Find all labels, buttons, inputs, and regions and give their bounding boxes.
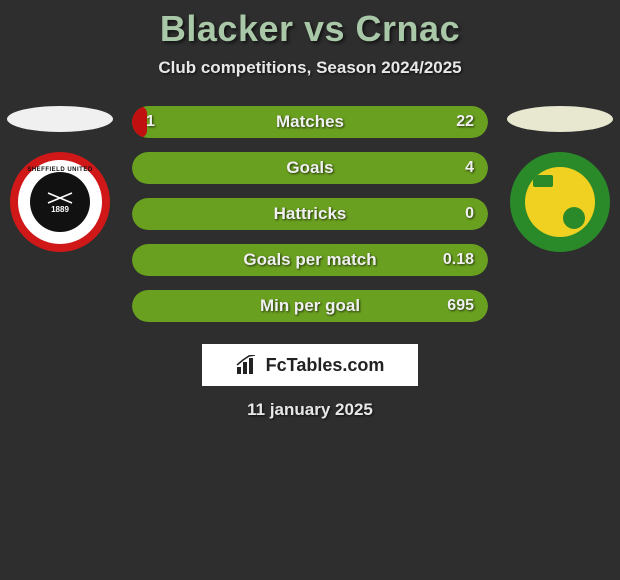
bar-fill-left — [132, 106, 147, 138]
stat-bar: Min per goal 695 — [132, 290, 488, 322]
bar-value-left: 1 — [146, 113, 155, 131]
stat-bar: Hattricks 0 — [132, 198, 488, 230]
bar-value-right: 22 — [456, 113, 474, 131]
left-team-oval — [7, 106, 113, 132]
bar-label: Goals — [286, 158, 333, 178]
right-team-oval — [507, 106, 613, 132]
bars-icon — [236, 355, 260, 375]
bar-label: Hattricks — [274, 204, 347, 224]
right-team-crest — [510, 152, 610, 252]
right-team-column — [506, 106, 614, 252]
crest-year: 1889 — [51, 205, 69, 214]
bar-value-right: 4 — [465, 159, 474, 177]
bar-label: Min per goal — [260, 296, 360, 316]
bar-value-right: 695 — [447, 297, 474, 315]
main-row: SHEFFIELD UNITED 1889 1 Matches 22 Goals 4 Ha… — [0, 106, 620, 322]
page-subtitle: Club competitions, Season 2024/2025 — [0, 58, 620, 78]
brand-bold: Tables — [287, 355, 343, 375]
left-team-crest: SHEFFIELD UNITED 1889 — [10, 152, 110, 252]
bar-value-right: 0.18 — [443, 251, 474, 269]
crest-inner — [525, 167, 595, 237]
brand-box: FcTables.com — [202, 344, 418, 386]
page-title: Blacker vs Crnac — [0, 8, 620, 50]
comparison-infographic: Blacker vs Crnac Club competitions, Seas… — [0, 0, 620, 420]
date-text: 11 january 2025 — [0, 400, 620, 420]
stat-bar: 1 Matches 22 — [132, 106, 488, 138]
crest-inner: 1889 — [30, 172, 90, 232]
brand-prefix: Fc — [266, 355, 287, 375]
stat-bar: Goals per match 0.18 — [132, 244, 488, 276]
bar-value-right: 0 — [465, 205, 474, 223]
brand-suffix: .com — [342, 355, 384, 375]
swords-icon — [46, 191, 74, 205]
bar-label: Goals per match — [243, 250, 376, 270]
stat-bar: Goals 4 — [132, 152, 488, 184]
left-team-column: SHEFFIELD UNITED 1889 — [6, 106, 114, 252]
stat-bars: 1 Matches 22 Goals 4 Hattricks 0 Goals per matc… — [114, 106, 506, 322]
bar-label: Matches — [276, 112, 344, 132]
brand-text: FcTables.com — [266, 355, 385, 376]
